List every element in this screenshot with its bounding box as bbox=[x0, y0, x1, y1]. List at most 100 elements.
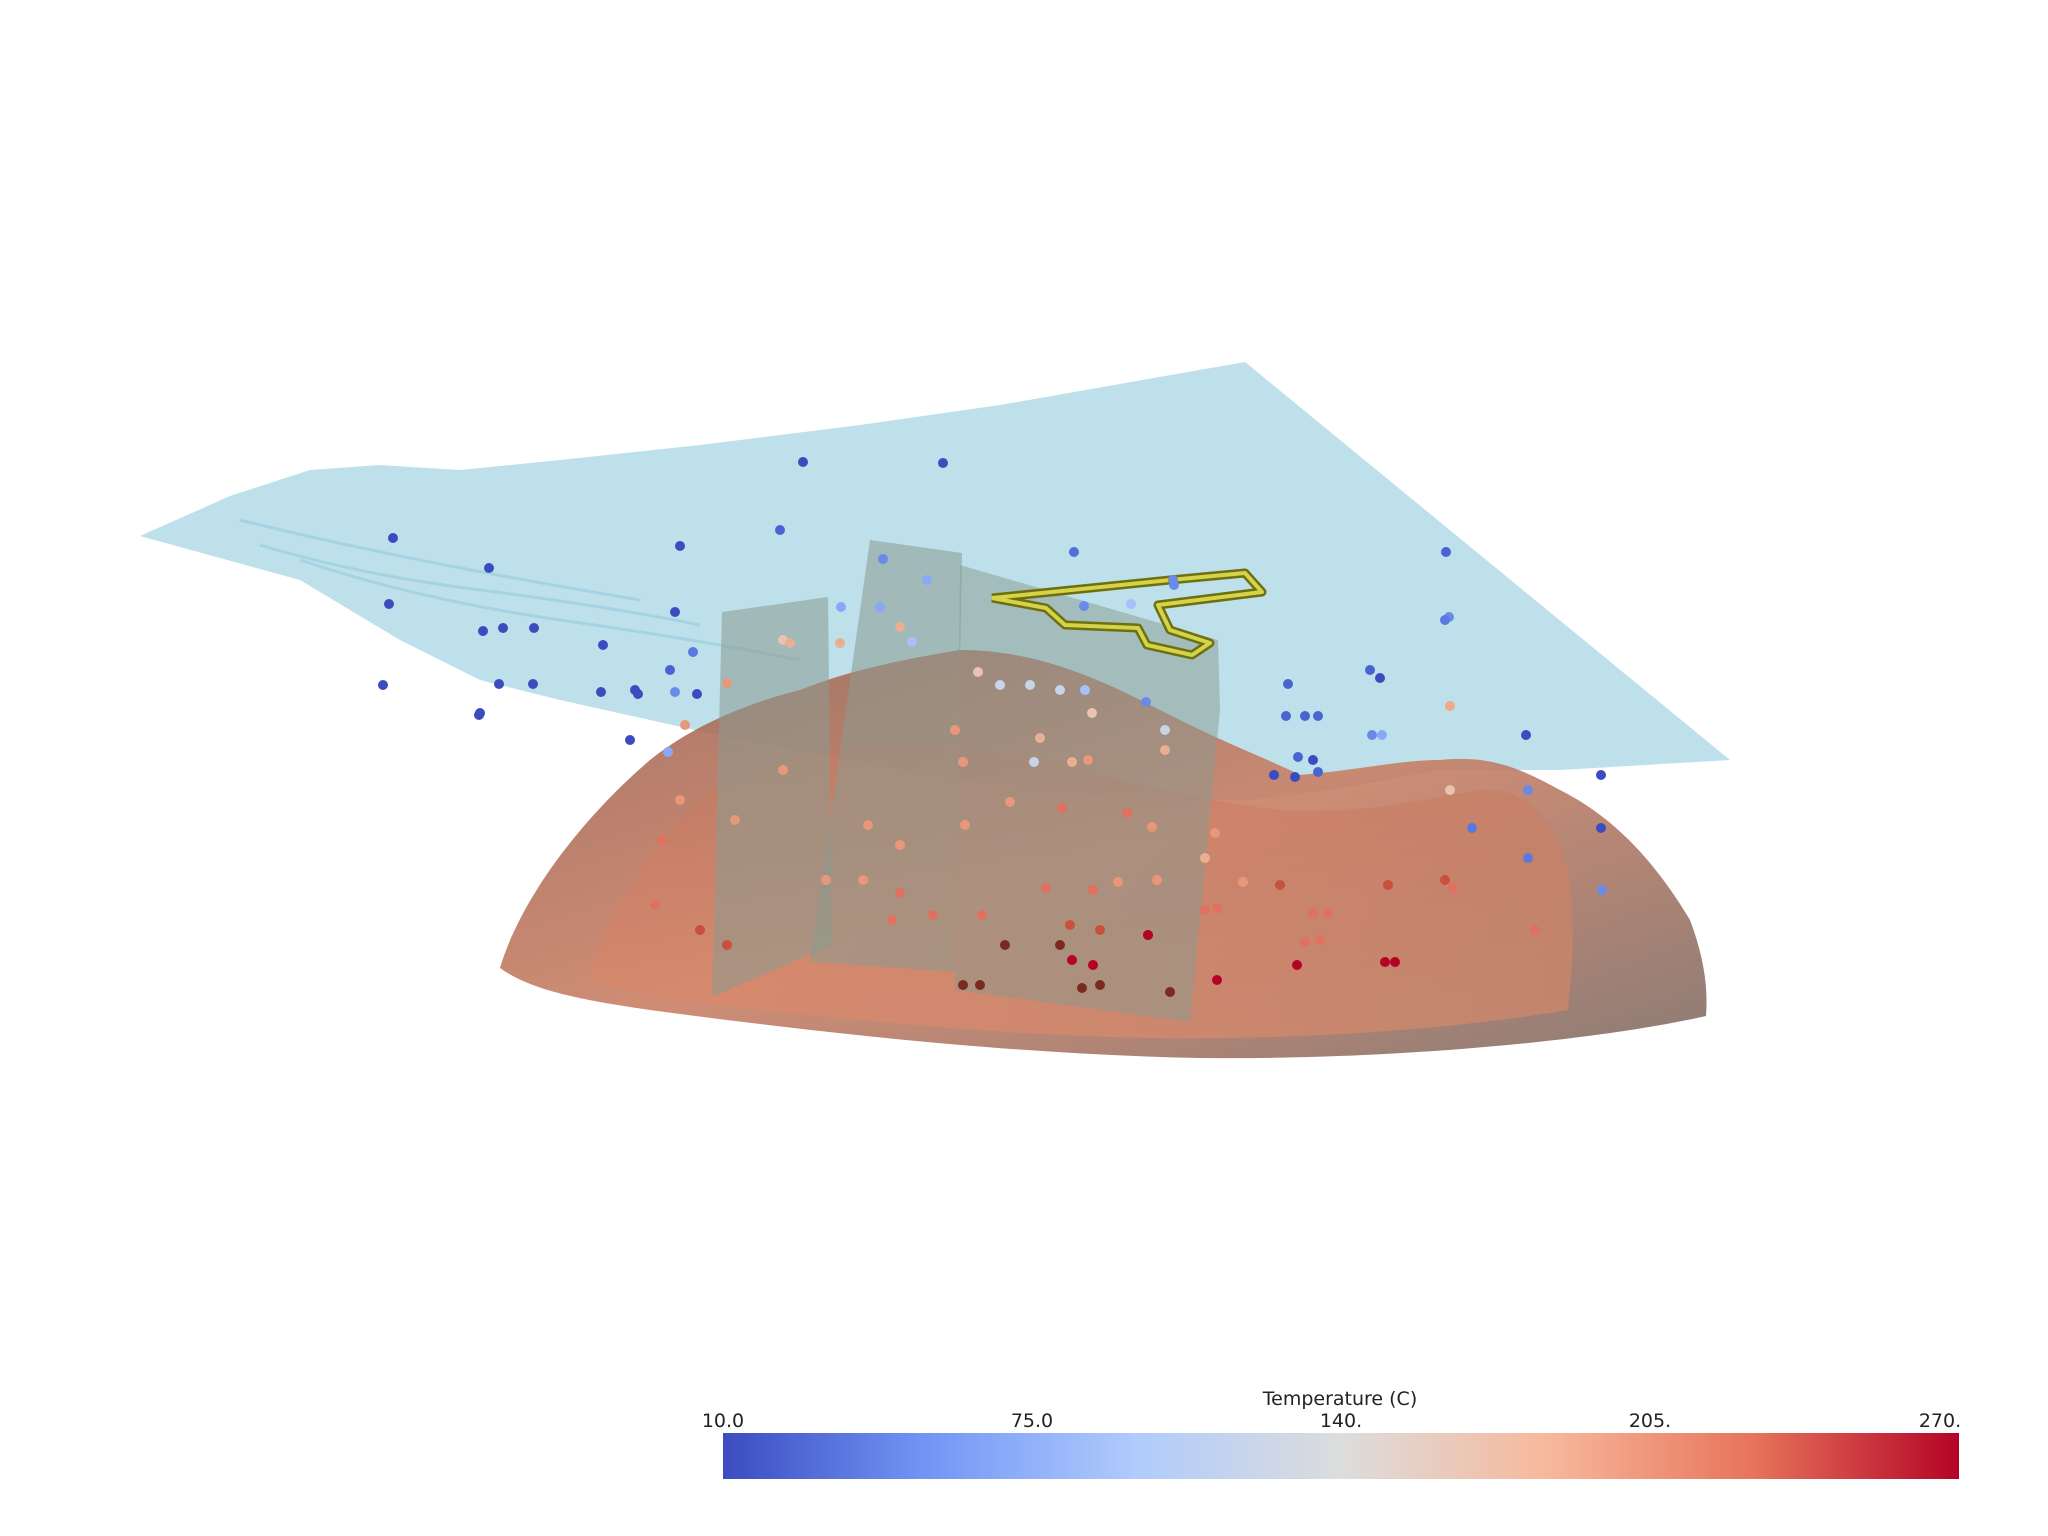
sample-point bbox=[1067, 955, 1077, 965]
sample-point bbox=[663, 747, 673, 757]
sample-point bbox=[1088, 885, 1098, 895]
sample-point bbox=[1467, 823, 1477, 833]
sample-point bbox=[875, 602, 885, 612]
sample-point bbox=[1005, 797, 1015, 807]
sample-point bbox=[821, 875, 831, 885]
sample-point bbox=[1087, 708, 1097, 718]
sample-point bbox=[1077, 983, 1087, 993]
sample-point bbox=[670, 607, 680, 617]
sample-point bbox=[785, 638, 795, 648]
sample-point bbox=[1069, 547, 1079, 557]
sample-point bbox=[665, 665, 675, 675]
sample-point bbox=[836, 602, 846, 612]
sample-point bbox=[670, 687, 680, 697]
sample-point bbox=[1160, 745, 1170, 755]
area-outline-highlight bbox=[991, 571, 1264, 657]
sample-point bbox=[1377, 730, 1387, 740]
sample-point bbox=[1080, 685, 1090, 695]
sample-point bbox=[695, 925, 705, 935]
sample-point bbox=[528, 679, 538, 689]
sample-point bbox=[1300, 711, 1310, 721]
sample-point bbox=[1210, 828, 1220, 838]
sample-point bbox=[680, 720, 690, 730]
sample-point bbox=[1596, 770, 1606, 780]
sample-point bbox=[1065, 920, 1075, 930]
sample-point bbox=[474, 710, 484, 720]
sample-point bbox=[835, 638, 845, 648]
sample-point bbox=[1238, 877, 1248, 887]
sample-point bbox=[858, 875, 868, 885]
sample-point bbox=[1126, 599, 1136, 609]
sample-point bbox=[995, 680, 1005, 690]
sample-point bbox=[388, 533, 398, 543]
sample-point bbox=[1596, 823, 1606, 833]
sample-point bbox=[1143, 930, 1153, 940]
sample-point bbox=[1165, 987, 1175, 997]
sample-point bbox=[1160, 725, 1170, 735]
sample-point bbox=[907, 637, 917, 647]
sample-point bbox=[1293, 752, 1303, 762]
sample-point bbox=[1445, 701, 1455, 711]
sample-point bbox=[1390, 957, 1400, 967]
sample-point bbox=[975, 980, 985, 990]
sample-point bbox=[922, 575, 932, 585]
sample-point bbox=[1440, 615, 1450, 625]
sample-point bbox=[1315, 935, 1325, 945]
sample-point bbox=[775, 525, 785, 535]
sample-point bbox=[887, 915, 897, 925]
sample-point bbox=[688, 647, 698, 657]
sample-point bbox=[1041, 883, 1051, 893]
sample-point bbox=[1441, 547, 1451, 557]
sample-point bbox=[675, 795, 685, 805]
sample-point bbox=[1113, 877, 1123, 887]
sample-point bbox=[1079, 601, 1089, 611]
sample-point bbox=[1000, 940, 1010, 950]
sample-point bbox=[950, 725, 960, 735]
section-plane-west bbox=[712, 597, 832, 997]
sample-point bbox=[1212, 903, 1222, 913]
sample-point bbox=[938, 458, 948, 468]
sample-point bbox=[1308, 755, 1318, 765]
sample-points bbox=[378, 457, 1607, 997]
sample-point bbox=[1440, 875, 1450, 885]
sample-point bbox=[378, 680, 388, 690]
sample-point bbox=[1530, 925, 1540, 935]
sample-point bbox=[478, 626, 488, 636]
sample-point bbox=[722, 678, 732, 688]
sample-point bbox=[798, 457, 808, 467]
sample-point bbox=[1313, 767, 1323, 777]
colorbar-tick-label: 10.0 bbox=[701, 1410, 745, 1432]
sample-point bbox=[895, 888, 905, 898]
sample-point bbox=[596, 687, 606, 697]
sample-point bbox=[958, 757, 968, 767]
sample-point bbox=[1200, 853, 1210, 863]
sample-point bbox=[498, 623, 508, 633]
sample-point bbox=[1057, 803, 1067, 813]
sample-point bbox=[1147, 822, 1157, 832]
sample-point bbox=[598, 640, 608, 650]
sample-point bbox=[1095, 925, 1105, 935]
sample-point bbox=[895, 840, 905, 850]
sample-point bbox=[657, 835, 667, 845]
sample-point bbox=[1029, 757, 1039, 767]
sample-point bbox=[722, 940, 732, 950]
sample-point bbox=[1523, 785, 1533, 795]
sample-point bbox=[1292, 960, 1302, 970]
sample-point bbox=[494, 679, 504, 689]
sample-point bbox=[778, 765, 788, 775]
sample-point bbox=[633, 689, 643, 699]
colorbar-tick-label: 140. bbox=[1319, 1410, 1363, 1432]
sample-point bbox=[1448, 883, 1458, 893]
colorbar-tick-label: 205. bbox=[1628, 1410, 1672, 1432]
sample-point bbox=[1095, 980, 1105, 990]
sample-point bbox=[1025, 680, 1035, 690]
colorbar-gradient bbox=[723, 1433, 1959, 1479]
colorbar-tick-label: 75.0 bbox=[1010, 1410, 1054, 1432]
sample-point bbox=[863, 820, 873, 830]
sample-point bbox=[1055, 940, 1065, 950]
sample-point bbox=[1290, 772, 1300, 782]
sample-point bbox=[878, 554, 888, 564]
sample-point bbox=[1523, 853, 1533, 863]
sample-point bbox=[973, 667, 983, 677]
